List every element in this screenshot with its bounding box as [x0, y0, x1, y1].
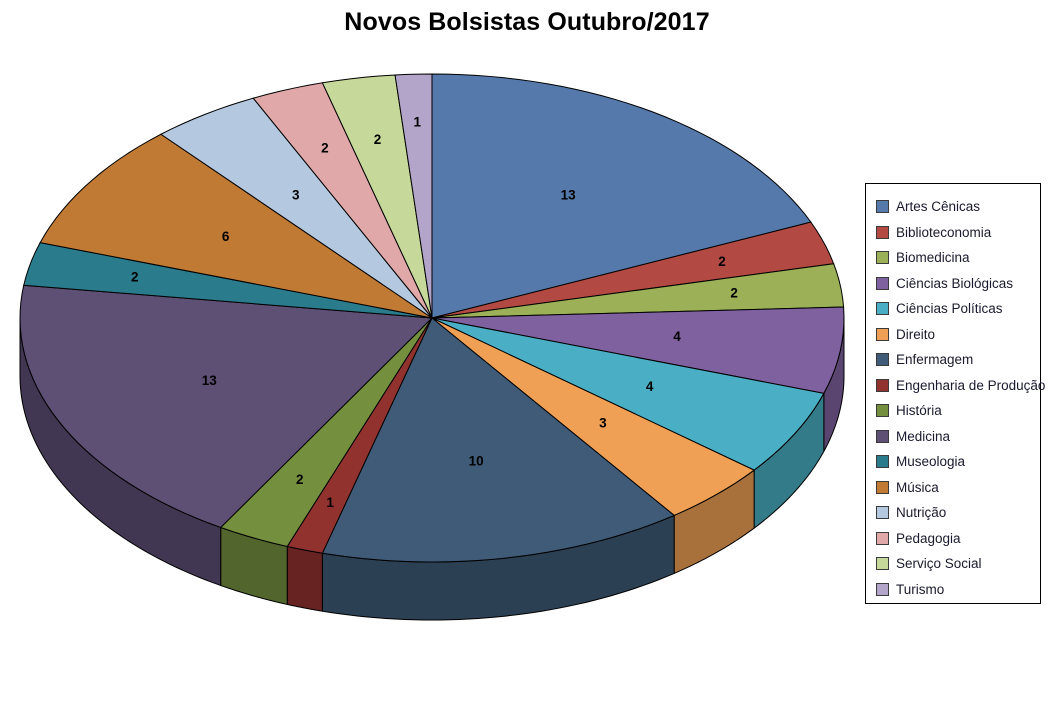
legend-item-label: Ciências Biológicas: [896, 275, 1014, 291]
pie-slice-value-label: 2: [131, 269, 139, 284]
legend-color-swatch: [876, 251, 889, 265]
pie-slice[interactable]: [431, 221, 835, 319]
legend-item-label: Turismo: [896, 581, 945, 597]
pie-slice[interactable]: [431, 73, 812, 319]
legend-item-label: Biomedicina: [896, 250, 970, 265]
legend-item[interactable]: Engenharia de Produção: [876, 373, 1045, 399]
legend-color-swatch: [876, 455, 889, 469]
legend-color-swatch: [876, 302, 889, 316]
chart-legend: Artes Cênicas Biblioteconomia Biomedicina C…: [865, 183, 1045, 604]
legend-item[interactable]: Turismo: [876, 577, 1040, 603]
pie-slice[interactable]: [431, 317, 825, 471]
legend-color-swatch: [876, 582, 889, 596]
pie-slice-value-label: 2: [374, 132, 382, 147]
pie-slice[interactable]: [431, 317, 756, 516]
pie-slice[interactable]: [431, 306, 845, 394]
legend-item[interactable]: Pedagogia: [876, 526, 1040, 552]
pie-slice[interactable]: [159, 97, 433, 319]
legend-item[interactable]: Ciências Biológicas: [876, 271, 1040, 297]
legend-item-label: Nutrição: [896, 505, 947, 520]
pie-slice-value-label: 2: [296, 472, 304, 487]
pie-slice[interactable]: [394, 73, 433, 319]
legend-item-label: Direito: [896, 326, 936, 342]
legend-item[interactable]: Biblioteconomia: [876, 220, 1040, 246]
legend-item-label: Pedagogia: [896, 530, 961, 546]
pie-slice-value-label: 1: [413, 115, 421, 130]
legend-color-swatch: [876, 378, 889, 392]
legend-item-label: História: [896, 403, 942, 418]
legend-item[interactable]: Museologia: [876, 449, 1040, 475]
pie-slice[interactable]: [321, 74, 433, 319]
legend-item-label: Ciências Políticas: [896, 301, 1003, 316]
legend-color-swatch: [876, 429, 889, 443]
pie-slice-value-label: 6: [222, 229, 230, 244]
legend-item[interactable]: História: [876, 398, 1040, 424]
legend-color-swatch: [876, 327, 889, 341]
legend-item-label: Engenharia de Produção: [896, 377, 1046, 393]
legend-color-swatch: [876, 506, 889, 520]
pie-slice-value-label: 2: [730, 285, 738, 300]
pie-slice[interactable]: [219, 317, 433, 548]
pie-slice-value-label: 1: [326, 495, 334, 510]
pie-slice-side: [286, 545, 323, 612]
pie-slice[interactable]: [252, 82, 433, 319]
legend-color-swatch: [876, 557, 889, 571]
pie-slice-value-label: 3: [292, 187, 300, 202]
pie-slice-value-label: 10: [469, 454, 484, 469]
legend-item[interactable]: Nutrição: [876, 500, 1040, 526]
pie-slice[interactable]: [321, 317, 676, 563]
pie-slice-value-label: 13: [202, 373, 218, 388]
legend-item-label: Enfermagem: [896, 352, 974, 367]
legend-color-swatch: [876, 404, 889, 418]
legend-color-swatch: [876, 276, 889, 290]
legend-item[interactable]: Artes Cênicas: [876, 194, 1040, 220]
legend-item-label: Medicina: [896, 428, 951, 444]
pie-slice[interactable]: [23, 242, 433, 319]
legend-item-label: Música: [896, 479, 939, 495]
pie-slice-value-label: 2: [718, 254, 726, 269]
pie-slice-labels: 13 2 2 4 4 3 10 1 2 13 2 6 3 2 2 1: [131, 115, 738, 511]
legend-color-swatch: [876, 200, 889, 214]
legend-color-swatch: [876, 480, 889, 494]
legend-item[interactable]: Música: [876, 475, 1040, 501]
legend-item[interactable]: Medicina: [876, 424, 1040, 450]
pie-top-slices: [19, 73, 845, 563]
legend-color-swatch: [876, 353, 889, 367]
legend-item-label: Museologia: [896, 454, 966, 469]
legend-color-swatch: [876, 225, 889, 239]
pie-slice[interactable]: [431, 263, 845, 319]
legend-color-swatch: [876, 531, 889, 545]
legend-item[interactable]: Enfermagem: [876, 347, 1040, 373]
pie-slice-value-label: 13: [561, 187, 577, 202]
pie-slice-value-label: 3: [599, 415, 607, 430]
legend-item-label: Serviço Social: [896, 556, 982, 571]
pie-slice[interactable]: [39, 133, 433, 319]
pie-slice-value-label: 4: [646, 379, 654, 394]
pie-slice-value-label: 2: [321, 141, 329, 156]
legend-item[interactable]: Direito: [876, 322, 1040, 348]
legend-item[interactable]: Biomedicina: [876, 245, 1040, 271]
legend-item-label: Artes Cênicas: [896, 199, 981, 214]
legend-item[interactable]: Ciências Políticas: [876, 296, 1040, 322]
legend-item-label: Biblioteconomia: [896, 224, 992, 240]
pie-slice-value-label: 4: [673, 329, 681, 344]
legend-item[interactable]: Serviço Social: [876, 551, 1040, 577]
pie-slice[interactable]: [19, 284, 434, 529]
chart-title: Novos Bolsistas Outubro/2017: [344, 8, 710, 36]
